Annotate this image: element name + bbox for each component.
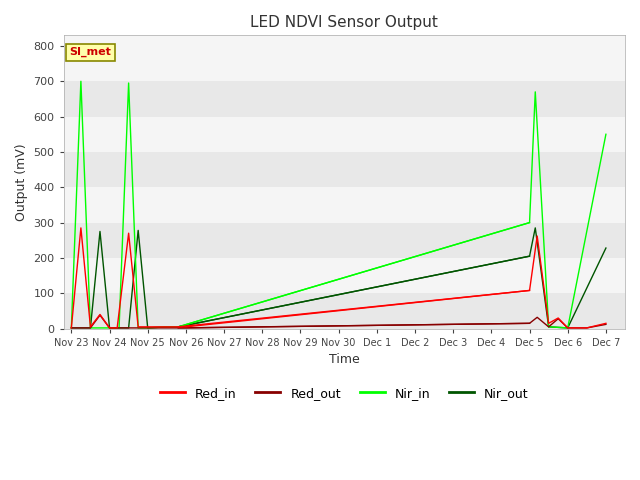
Nir_in [67, 325, 75, 331]
Bar [64, 223, 625, 258]
Red_in [533, 233, 541, 239]
Nir_out [525, 253, 533, 259]
Red_out [525, 321, 533, 326]
Nir_out [545, 324, 552, 330]
Red_in [125, 230, 132, 236]
Red_in [525, 288, 533, 293]
Red_in [144, 324, 152, 330]
Red_out [564, 325, 572, 331]
Nir_out [125, 325, 132, 331]
Nir_out [163, 324, 171, 330]
Nir_in [125, 80, 132, 86]
Bar [64, 152, 625, 187]
Red_in [583, 325, 591, 331]
Bar [64, 258, 625, 293]
Nir_out [77, 325, 84, 331]
Nir_out [602, 245, 610, 251]
Nir_in [545, 324, 552, 330]
Nir_out [115, 325, 123, 331]
Red_in [113, 325, 121, 331]
Red_out [533, 314, 541, 320]
Red_out [106, 325, 113, 331]
Red_in [564, 325, 572, 331]
Red_out [125, 325, 132, 331]
Bar [64, 81, 625, 117]
Nir_in [96, 325, 104, 331]
Text: SI_met: SI_met [69, 47, 111, 57]
Nir_out [134, 228, 142, 233]
Nir_out [531, 225, 539, 231]
Y-axis label: Output (mV): Output (mV) [15, 143, 28, 221]
Bar [64, 187, 625, 223]
Red_out [182, 325, 189, 331]
Nir_out [96, 228, 104, 234]
Red_in [86, 324, 94, 330]
Nir_out [106, 325, 113, 331]
Nir_out [67, 325, 75, 331]
Red_out [77, 325, 84, 331]
Bar [64, 293, 625, 329]
Red_out [602, 322, 610, 327]
Line: Red_in: Red_in [71, 228, 606, 328]
Red_in [554, 315, 562, 321]
Red_in [67, 325, 75, 331]
Nir_in [525, 220, 533, 226]
X-axis label: Time: Time [329, 353, 360, 366]
Nir_in [163, 324, 171, 330]
Red_in [77, 225, 84, 231]
Nir_out [144, 325, 152, 331]
Nir_out [86, 325, 94, 331]
Line: Red_out: Red_out [71, 315, 606, 328]
Nir_in [175, 324, 182, 330]
Legend: Red_in, Red_out, Nir_in, Nir_out: Red_in, Red_out, Nir_in, Nir_out [155, 382, 534, 405]
Nir_in [531, 89, 539, 95]
Red_out [134, 325, 142, 331]
Nir_in [564, 325, 572, 331]
Red_out [554, 316, 562, 322]
Red_out [163, 325, 171, 331]
Bar [64, 117, 625, 152]
Red_in [96, 312, 104, 317]
Nir_out [175, 324, 182, 330]
Red_in [182, 324, 189, 330]
Red_in [106, 325, 113, 331]
Red_in [134, 324, 142, 330]
Red_in [545, 321, 552, 326]
Nir_in [602, 132, 610, 137]
Red_out [96, 312, 104, 318]
Red_out [545, 324, 552, 330]
Red_in [163, 324, 171, 330]
Red_out [86, 325, 94, 331]
Red_out [67, 325, 75, 331]
Line: Nir_out: Nir_out [71, 228, 606, 328]
Red_in [602, 321, 610, 326]
Line: Nir_in: Nir_in [71, 81, 606, 328]
Red_out [144, 325, 152, 331]
Title: LED NDVI Sensor Output: LED NDVI Sensor Output [250, 15, 438, 30]
Nir_in [115, 325, 123, 331]
Nir_in [77, 78, 84, 84]
Nir_in [86, 325, 94, 331]
Red_out [583, 325, 591, 331]
Red_out [113, 325, 121, 331]
Nir_in [144, 325, 152, 331]
Nir_in [134, 325, 142, 331]
Bar [64, 46, 625, 81]
Nir_in [106, 325, 113, 331]
Nir_out [564, 325, 572, 331]
